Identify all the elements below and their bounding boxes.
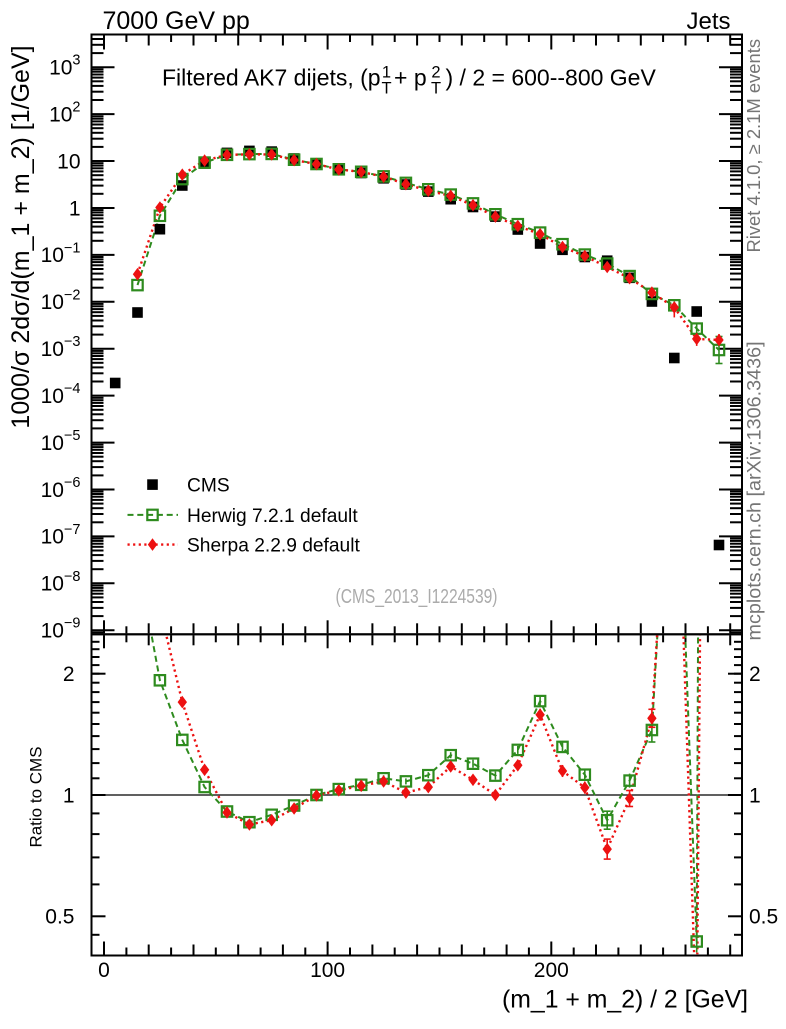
svg-text:10−6: 10−6 (41, 475, 81, 502)
svg-text:T: T (381, 80, 391, 98)
svg-text:7000 GeV pp: 7000 GeV pp (103, 7, 250, 35)
svg-text:+ p: + p (394, 65, 427, 91)
svg-text:mcplots.cern.ch [arXiv:1306.34: mcplots.cern.ch [arXiv:1306.3436] (744, 341, 766, 640)
svg-text:1000/σ 2dσ/d(m_1 + m_2) [1/Ge: 1000/σ 2dσ/d(m_1 + m_2) [1/GeV] (7, 45, 35, 428)
svg-text:(CMS_2013_I1224539): (CMS_2013_I1224539) (336, 586, 498, 608)
svg-text:Ratio to CMS: Ratio to CMS (26, 746, 45, 847)
svg-text:Herwig 7.2.1 default: Herwig 7.2.1 default (187, 506, 358, 527)
svg-text:2: 2 (63, 663, 75, 686)
svg-text:2: 2 (749, 663, 761, 686)
svg-text:10: 10 (57, 150, 80, 173)
svg-text:1: 1 (63, 784, 75, 807)
svg-text:Jets: Jets (686, 8, 730, 35)
svg-text:100: 100 (310, 959, 345, 982)
svg-text:1: 1 (69, 197, 81, 220)
svg-text:Filtered AK7 dijets, (p: Filtered AK7 dijets, (p (162, 65, 381, 91)
svg-text:T: T (431, 80, 441, 98)
svg-text:Sherpa 2.2.9 default: Sherpa 2.2.9 default (187, 536, 360, 557)
svg-text:CMS: CMS (187, 476, 230, 497)
svg-text:0.5: 0.5 (749, 906, 778, 929)
svg-text:Rivet 4.1.0, ≥ 2.1M events: Rivet 4.1.0, ≥ 2.1M events (743, 39, 764, 253)
svg-text:(m_1 + m_2) / 2 [GeV]: (m_1 + m_2) / 2 [GeV] (502, 987, 748, 1014)
svg-text:2: 2 (431, 64, 440, 82)
svg-text:) / 2 = 600--800 GeV: ) / 2 = 600--800 GeV (446, 65, 657, 91)
svg-text:0.5: 0.5 (45, 906, 74, 929)
svg-text:200: 200 (534, 959, 569, 982)
svg-text:10−1: 10−1 (41, 240, 81, 267)
svg-text:1: 1 (382, 64, 391, 82)
svg-text:0: 0 (98, 959, 110, 982)
svg-text:1: 1 (749, 784, 761, 807)
